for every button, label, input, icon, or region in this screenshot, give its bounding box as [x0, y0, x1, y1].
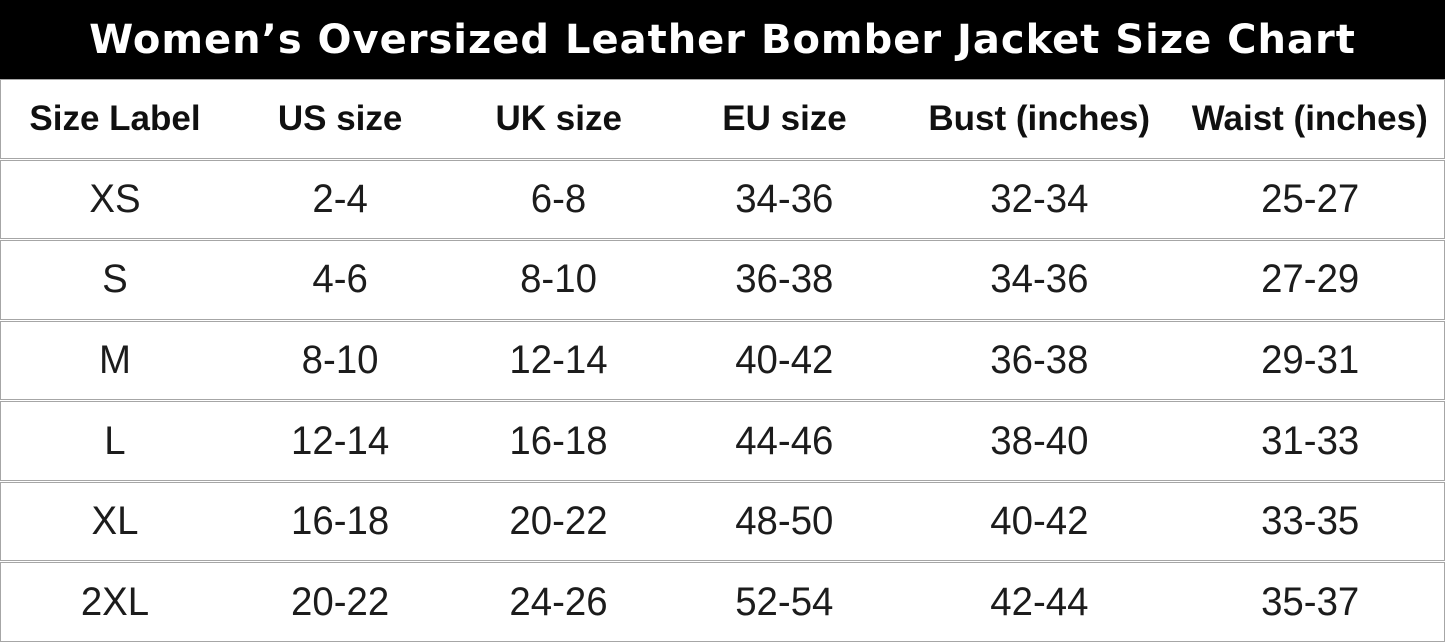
table-cell: 38-40	[990, 418, 1089, 463]
size-table: Size Label US size UK size EU size Bust (inc…	[0, 79, 1445, 642]
header-cell: EU size	[722, 98, 847, 138]
table-cell: 34-36	[735, 176, 834, 221]
table-cell: 52-54	[735, 579, 834, 624]
table-cell: 27-29	[1260, 257, 1359, 302]
table-cell: 4-6	[312, 257, 368, 302]
table-row: XS 2-4 6-8 34-36 32-34 25-27	[0, 159, 1445, 240]
table-cell: 44-46	[735, 418, 834, 463]
table-cell: 36-38	[990, 338, 1089, 383]
table-cell: L	[104, 418, 126, 463]
table-cell: 24-26	[509, 579, 608, 624]
header-cell: US size	[277, 98, 403, 138]
table-row: L 12-14 16-18 44-46 38-40 31-33	[0, 401, 1445, 481]
table-cell: 2-4	[312, 176, 368, 221]
table-cell: M	[98, 338, 131, 383]
table-cell: 16-18	[509, 418, 608, 463]
table-cell: 40-42	[735, 338, 834, 383]
table-cell: 29-31	[1260, 338, 1359, 383]
table-cell: 32-34	[990, 176, 1089, 221]
table-cell: 6-8	[530, 176, 587, 221]
header-row: Size Label US size UK size EU size Bust (inc…	[0, 79, 1445, 159]
header-cell: Bust (inches)	[928, 98, 1151, 138]
table-cell: 31-33	[1260, 418, 1359, 463]
table-cell: XL	[91, 499, 139, 544]
table-cell: 20-22	[509, 499, 608, 544]
table-row: XL 16-18 20-22 48-50 40-42 33-35	[0, 481, 1445, 562]
table-cell: 12-14	[290, 418, 390, 463]
table-cell: 34-36	[990, 257, 1089, 302]
header-cell: UK size	[495, 98, 622, 138]
table-cell: 42-44	[990, 579, 1089, 624]
header-cell: Size Label	[29, 98, 201, 138]
table-cell: 12-14	[509, 338, 608, 383]
table-cell: XS	[89, 176, 141, 221]
table-cell: 25-27	[1260, 176, 1359, 221]
table-cell: 48-50	[735, 499, 834, 544]
table-cell: 33-35	[1260, 499, 1359, 544]
table-cell: 35-37	[1260, 579, 1359, 624]
table-cell: 8-10	[301, 338, 379, 383]
table-row: M 8-10 12-14 40-42 36-38 29-31	[0, 320, 1445, 401]
table-cell: S	[102, 257, 128, 302]
header-cell: Waist (inches)	[1191, 98, 1428, 138]
table-cell: 20-22	[290, 579, 390, 624]
table-cell: 36-38	[735, 257, 834, 302]
table-row: 2XL 20-22 24-26 52-54 42-44 35-37	[0, 562, 1445, 642]
table-cell: 40-42	[990, 499, 1089, 544]
table-cell: 16-18	[290, 499, 390, 544]
chart-title: Women’s Oversized Leather Bomber Jacket …	[89, 16, 1356, 63]
chart-title-bar: Women’s Oversized Leather Bomber Jacket …	[0, 0, 1445, 79]
table-row: S 4-6 8-10 36-38 34-36 27-29	[0, 240, 1445, 320]
table-cell: 8-10	[520, 257, 598, 302]
table-cell: 2XL	[80, 579, 150, 624]
